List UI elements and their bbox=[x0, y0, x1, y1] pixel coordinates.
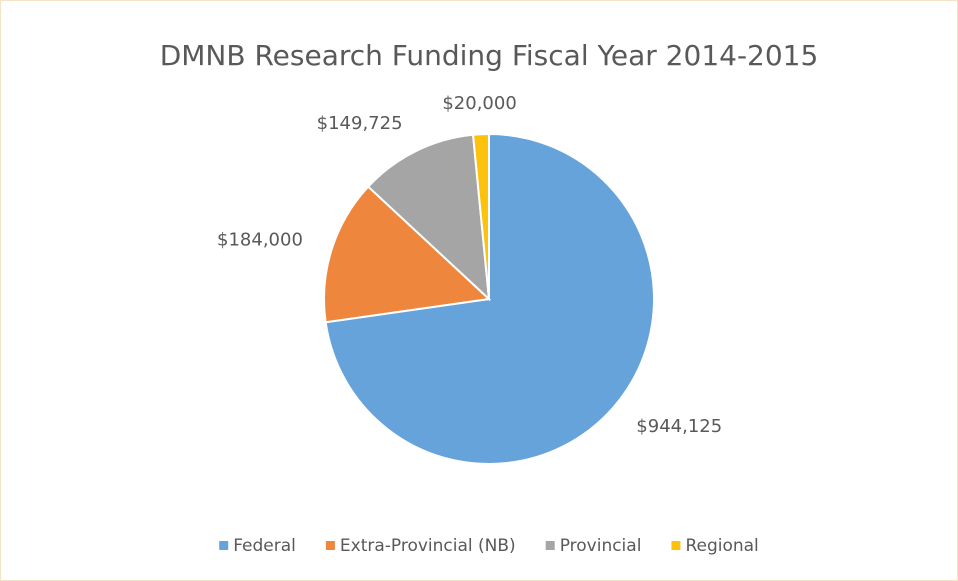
legend-label: Regional bbox=[685, 536, 758, 556]
legend-swatch bbox=[219, 541, 229, 550]
legend-swatch bbox=[325, 541, 335, 550]
pie-slice bbox=[323, 185, 492, 324]
pie-slice bbox=[471, 132, 490, 300]
legend-label: Provincial bbox=[560, 536, 642, 556]
pie-slice bbox=[366, 133, 491, 302]
data-label: $20,000 bbox=[442, 93, 516, 114]
legend-swatch bbox=[545, 541, 555, 550]
legend-swatch bbox=[671, 541, 681, 550]
legend-label: Federal bbox=[233, 536, 296, 556]
data-label: $149,725 bbox=[317, 113, 403, 134]
chart-title: DMNB Research Funding Fiscal Year 2014-2… bbox=[160, 39, 819, 72]
data-label: $184,000 bbox=[217, 230, 303, 251]
legend-label: Extra-Provincial (NB) bbox=[340, 536, 516, 556]
data-label: $944,125 bbox=[636, 416, 722, 437]
